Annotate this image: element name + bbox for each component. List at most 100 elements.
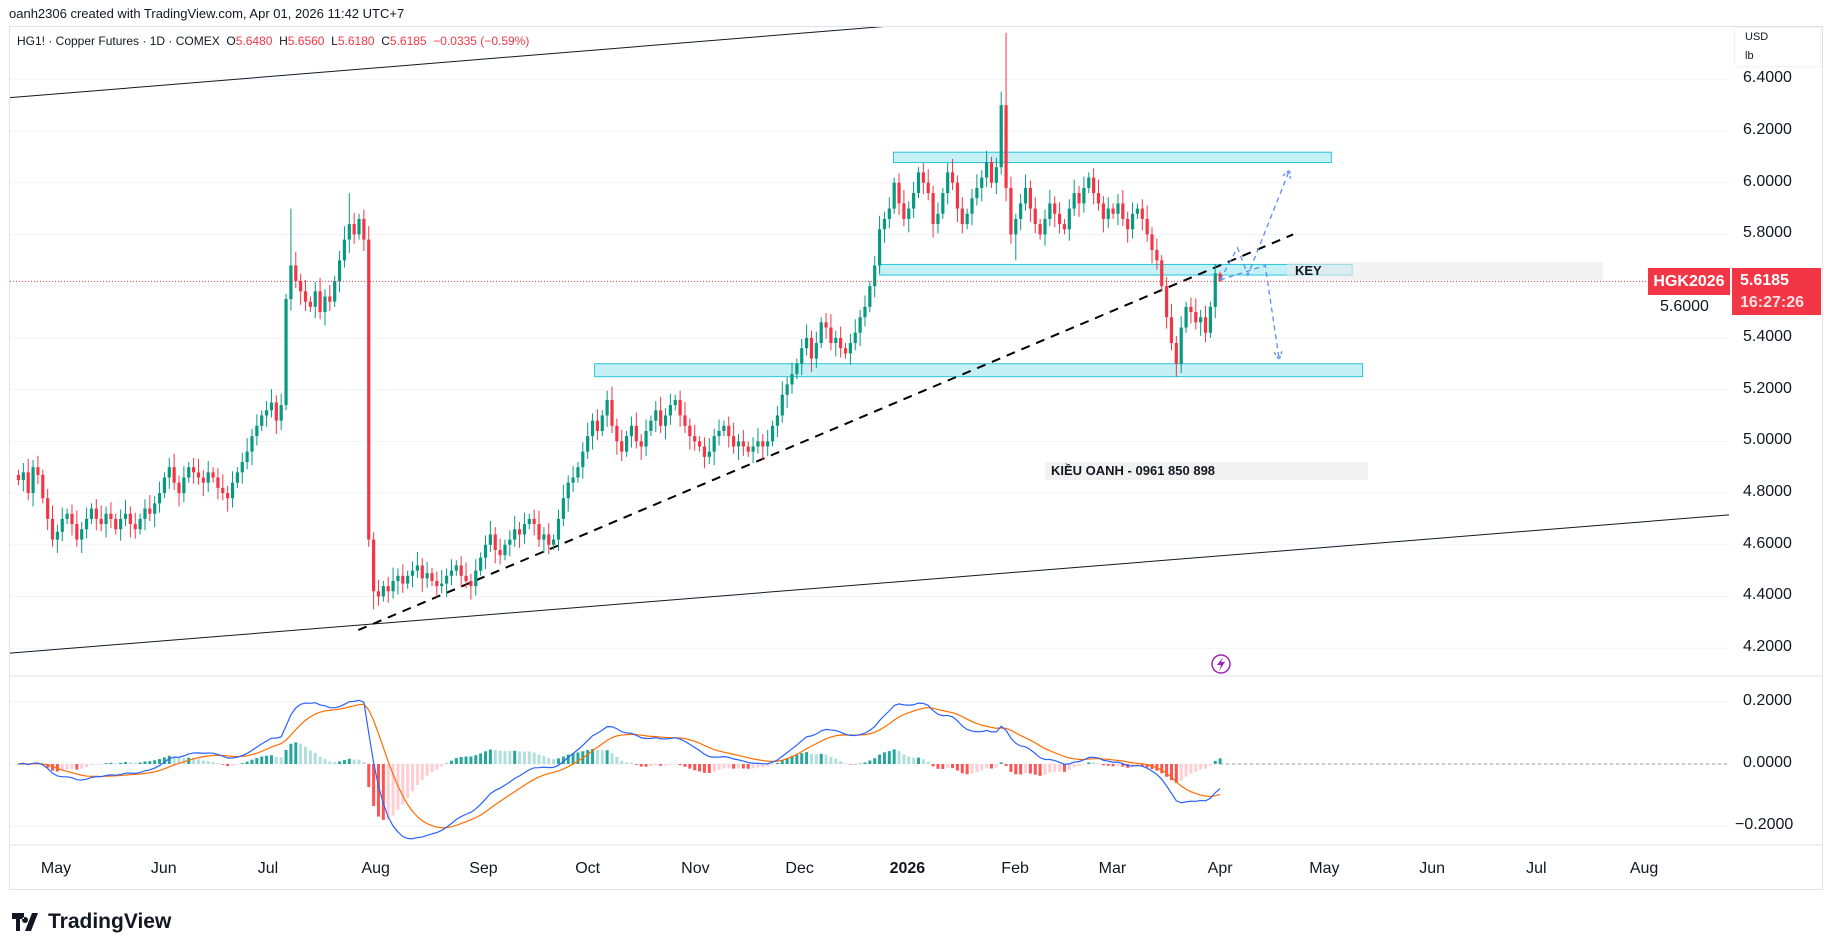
macd-histogram-bar (119, 762, 123, 764)
candle-body (119, 518, 123, 530)
candle (493, 527, 497, 564)
currency-label[interactable]: USD (1745, 31, 1769, 43)
candle-body (498, 549, 502, 556)
candle (668, 393, 672, 425)
macd-histogram-bar (1043, 764, 1047, 775)
macd-histogram-bar (522, 751, 526, 764)
candle (517, 522, 522, 548)
candle (785, 377, 789, 409)
candle-body (347, 224, 351, 240)
candle-body (693, 436, 697, 442)
candle-body (532, 518, 536, 525)
candle (975, 174, 979, 206)
open-label: O (226, 34, 236, 48)
tradingview-logo[interactable]: TradingView (12, 910, 171, 934)
candle-body (357, 218, 361, 235)
candle (1140, 199, 1144, 231)
candle-body (790, 374, 794, 385)
candle (702, 437, 707, 469)
key-zone-label[interactable]: KEY (1287, 262, 1603, 280)
candle-body (527, 518, 531, 525)
candle-body (1014, 218, 1018, 235)
candle-body (775, 415, 780, 426)
candle (75, 510, 79, 547)
candle (245, 438, 249, 470)
macd-histogram-bar (376, 764, 380, 817)
macd-histogram-bar (1204, 764, 1208, 769)
candle-body (396, 575, 400, 581)
author-note[interactable]: KIỀU OANH - 0961 850 898 (1045, 462, 1368, 480)
candle-body (615, 425, 619, 442)
candle-body (226, 493, 230, 499)
candle (624, 430, 629, 457)
candle-body (722, 425, 726, 431)
candle (1208, 301, 1212, 338)
candle (843, 343, 848, 359)
macd-histogram-bar (231, 764, 235, 766)
candle (406, 570, 410, 589)
candle (31, 459, 35, 507)
macd-histogram-bar (80, 764, 84, 769)
macd-histogram-bar (445, 763, 449, 765)
macd-histogram-bar (741, 764, 745, 769)
channel-lower-line (10, 514, 1729, 654)
candle (1145, 205, 1149, 242)
candle-body (600, 415, 604, 431)
macd-histogram-bar (678, 764, 682, 766)
macd-histogram-bar (975, 764, 979, 773)
candle (610, 386, 614, 434)
candle (858, 309, 862, 347)
candle (736, 434, 741, 460)
time-axis-label: Nov (681, 860, 710, 877)
candle (483, 535, 488, 570)
candle (532, 509, 536, 536)
candle (780, 381, 784, 423)
candle (824, 313, 828, 339)
candle (513, 515, 517, 547)
candle (1199, 309, 1203, 336)
macd-histogram-bar (401, 764, 405, 805)
candle-body (250, 436, 254, 452)
candle-body (1048, 203, 1052, 219)
candle-body (294, 265, 298, 281)
candle (391, 567, 395, 599)
chart-credit: oanh2306 created with TradingView.com, A… (9, 6, 405, 21)
candle (21, 463, 25, 492)
unit-selector[interactable]: USD lb (1735, 28, 1820, 66)
candle (775, 406, 780, 438)
macd-histogram-bar (1038, 764, 1042, 776)
zone-resistance (892, 151, 1332, 164)
candle (367, 226, 371, 547)
candle-body (552, 539, 556, 545)
candle (157, 481, 162, 513)
candle (873, 256, 877, 298)
candle (916, 167, 921, 199)
candle-body (425, 573, 429, 579)
macd-histogram-bar (240, 763, 244, 764)
macd-histogram-bar (824, 754, 828, 764)
unit-label[interactable]: lb (1745, 50, 1754, 62)
candle (479, 552, 483, 576)
candle-body (123, 513, 128, 519)
lightning-icon[interactable] (1211, 654, 1231, 674)
candle-body (260, 415, 264, 426)
macd-histogram-bar (488, 749, 492, 764)
macd-histogram-bar (104, 763, 108, 764)
macd-histogram-bar (790, 756, 794, 764)
candle (581, 442, 585, 479)
macd-histogram-bar (46, 764, 50, 768)
time-axis-label: Mar (1098, 860, 1127, 877)
candle (274, 395, 278, 435)
macd-histogram-bar (736, 764, 740, 769)
candle (790, 362, 794, 394)
candle-body (196, 472, 201, 478)
candle (863, 295, 867, 327)
candle (1179, 316, 1183, 374)
time-axis-label: May (40, 860, 72, 877)
candle-body (785, 384, 789, 395)
candle (299, 273, 303, 305)
macd-histogram-bar (89, 764, 93, 766)
candle-body (513, 529, 517, 540)
candle (877, 215, 882, 273)
